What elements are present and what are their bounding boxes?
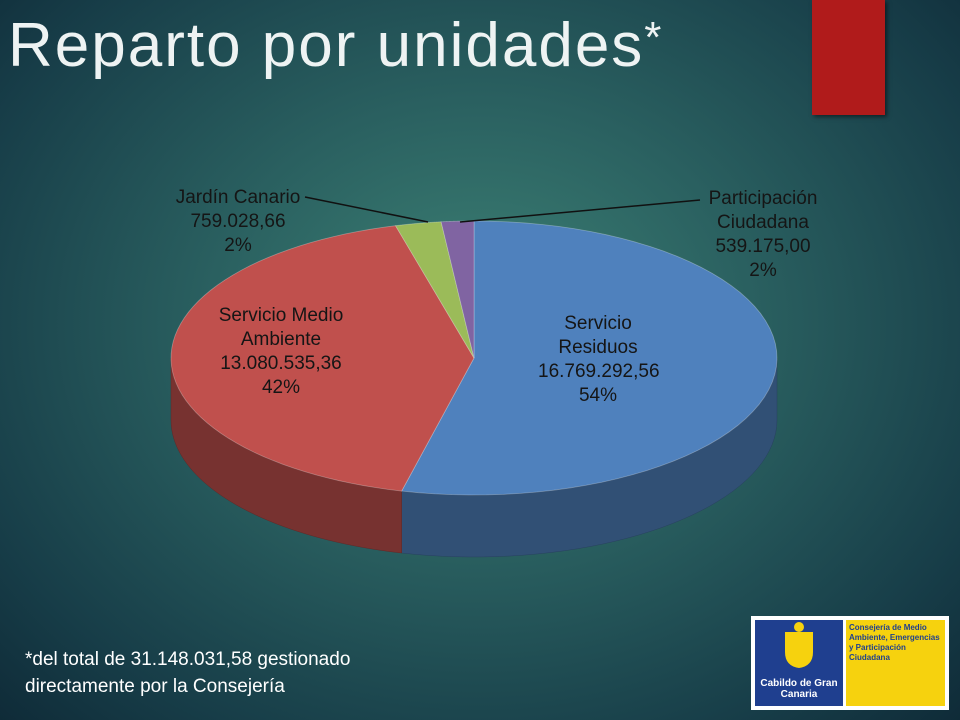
- logo: Cabildo de Gran Canaria Consejería de Me…: [751, 616, 949, 710]
- logo-left-text: Cabildo de Gran Canaria: [760, 678, 838, 700]
- category-label: Jardín Canario: [175, 187, 301, 208]
- logo-left: Cabildo de Gran Canaria: [755, 620, 843, 706]
- logo-right-text: Consejería de Medio Ambiente, Emergencia…: [846, 620, 945, 706]
- accent-bar: [812, 0, 885, 115]
- data-label: Jardín Canario 759.028,66 2%: [148, 186, 328, 258]
- percent-label: 2%: [749, 260, 777, 281]
- footnote: *del total de 31.148.031,58 gestionado d…: [25, 649, 351, 697]
- data-label: Participación Ciudadana 539.175,00 2%: [693, 187, 833, 283]
- slice: [401, 220, 778, 496]
- slice: [394, 221, 475, 359]
- leader-line: [304, 196, 429, 223]
- value-label: 759.028,66: [190, 211, 286, 232]
- percent-label: 2%: [224, 235, 252, 256]
- crest: [785, 622, 813, 668]
- title-mark: *: [644, 13, 664, 62]
- value-label: 539.175,00: [715, 236, 811, 257]
- percent-label: 54%: [578, 385, 618, 406]
- category-label: Participación Ciudadana: [708, 188, 818, 233]
- value-label: 16.769.292,56: [538, 361, 660, 382]
- leader-line: [459, 199, 701, 223]
- percent-label: 42%: [261, 377, 301, 398]
- title-text: Reparto por unidades: [8, 11, 645, 80]
- data-label: Servicio Residuos 16.769.292,56 54%: [538, 312, 660, 408]
- data-label: Servicio Medio Ambiente 13.080.535,36 42%: [196, 304, 366, 400]
- value-label: 13.080.535,36: [220, 353, 342, 374]
- slice-side: [170, 357, 402, 554]
- title: Reparto por unidades*: [8, 10, 663, 81]
- slice: [170, 225, 475, 492]
- category-label: Servicio Medio Ambiente: [218, 305, 344, 350]
- category-label: Servicio Residuos: [558, 313, 638, 358]
